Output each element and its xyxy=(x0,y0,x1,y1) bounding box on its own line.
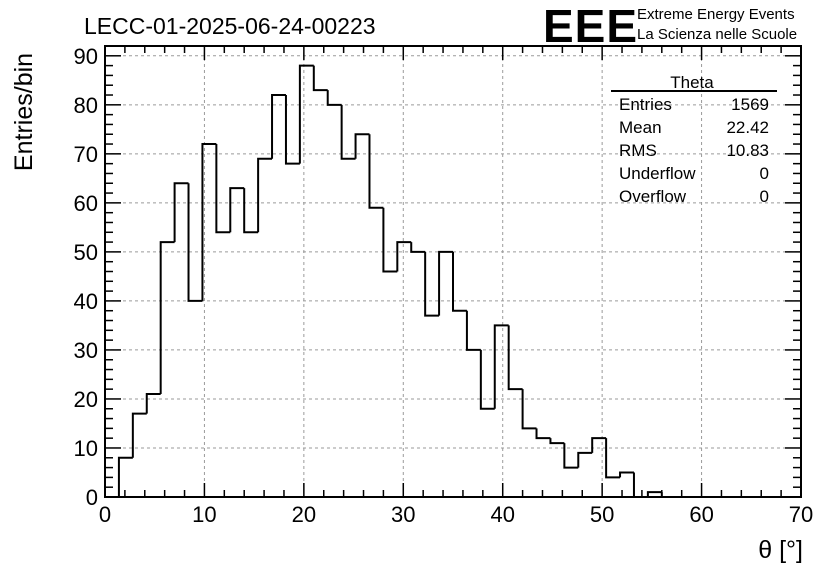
histogram-bin xyxy=(229,187,245,233)
histogram-bin xyxy=(382,207,398,273)
x-tick-label: 40 xyxy=(490,502,514,527)
stats-value: 22.42 xyxy=(726,118,769,137)
histogram-bin xyxy=(173,182,189,243)
y-tick-label: 10 xyxy=(74,436,98,461)
histogram-bin xyxy=(131,412,147,458)
histogram-bins xyxy=(105,64,801,498)
histogram-bin xyxy=(493,324,509,409)
histogram-bin xyxy=(257,157,273,233)
histogram-bin xyxy=(326,90,342,106)
axis-ticks xyxy=(104,45,802,498)
eee-logo-mark: EEE xyxy=(543,0,638,52)
x-axis-label: θ [°] xyxy=(758,536,803,564)
histogram-bin xyxy=(243,188,259,234)
histogram-bin xyxy=(479,349,495,410)
stats-title: Theta xyxy=(670,73,714,92)
histogram-bin xyxy=(591,437,607,453)
stats-rows: Entries 1569 Mean 22.42 RMS 10.83 Underflow 0 Ov… xyxy=(619,95,769,206)
histogram-bin xyxy=(159,241,175,395)
histogram-bin xyxy=(535,428,551,440)
x-tick-label: 60 xyxy=(689,502,713,527)
histogram-bin xyxy=(605,438,621,479)
histogram-bin xyxy=(452,251,467,312)
chart-title: LECC-01-2025-06-24-00223 xyxy=(84,13,376,39)
stats-label: RMS xyxy=(619,141,657,160)
histogram-bin xyxy=(549,438,565,445)
x-tick-label: 50 xyxy=(590,502,614,527)
stats-label: Overflow xyxy=(619,187,687,206)
histogram-bin xyxy=(187,183,203,302)
histogram-bin xyxy=(577,451,593,468)
histogram-bin xyxy=(117,456,133,497)
x-tick-label: 10 xyxy=(192,502,216,527)
histogram-bin xyxy=(271,94,286,159)
histogram-bin xyxy=(284,95,300,165)
logo-line-2: La Scienza nelle Scuole xyxy=(637,26,797,43)
x-tick-label: 20 xyxy=(292,502,316,527)
x-tick-label: 0 xyxy=(99,502,111,527)
stats-value: 0 xyxy=(760,164,769,183)
y-tick-label: 20 xyxy=(74,387,98,412)
y-tick-label: 50 xyxy=(74,240,98,265)
stats-value: 0 xyxy=(760,187,769,206)
y-tick-label: 70 xyxy=(74,142,98,167)
histogram-bin xyxy=(368,134,384,209)
y-tick-label: 80 xyxy=(74,93,98,118)
stats-box: Theta Entries 1569 Mean 22.42 RMS 10.83 Underf… xyxy=(611,73,777,206)
histogram-bin xyxy=(215,144,231,234)
histogram-bin xyxy=(340,104,356,160)
stats-label: Mean xyxy=(619,118,662,137)
x-tick-labels: 0 10 20 30 40 50 60 70 xyxy=(99,502,813,527)
x-tick-label: 70 xyxy=(789,502,813,527)
y-tick-label: 60 xyxy=(74,191,98,216)
histogram-bin xyxy=(507,325,523,391)
eee-logo: EEE Extreme Energy Events La Scienza nel… xyxy=(543,0,797,52)
histogram-bin xyxy=(396,241,412,272)
histogram-bin xyxy=(619,471,634,478)
histogram-bin xyxy=(563,443,579,469)
histogram-bin xyxy=(632,472,648,498)
histogram-bin xyxy=(354,133,370,159)
histogram-bin xyxy=(410,242,426,253)
y-tick-label: 90 xyxy=(74,44,98,69)
y-tick-label: 0 xyxy=(86,485,98,510)
histogram-bin xyxy=(312,65,328,92)
stats-value: 1569 xyxy=(731,95,769,114)
histogram-bin xyxy=(424,251,440,317)
y-tick-label: 30 xyxy=(74,338,98,363)
logo-line-1: Extreme Energy Events xyxy=(637,6,795,23)
histogram-bin xyxy=(646,491,662,497)
stats-label: Entries xyxy=(619,95,672,114)
histogram-bin xyxy=(145,393,161,414)
histogram-bin xyxy=(521,389,537,430)
histogram-bin xyxy=(465,310,481,351)
stats-value: 10.83 xyxy=(726,141,769,160)
histogram-bin xyxy=(438,250,453,316)
y-tick-labels: 0 10 20 30 40 50 60 70 80 90 xyxy=(74,44,98,510)
x-tick-label: 30 xyxy=(391,502,415,527)
y-tick-label: 40 xyxy=(74,289,98,314)
histogram-bin xyxy=(298,64,314,164)
stats-label: Underflow xyxy=(619,164,696,183)
histogram-bin xyxy=(201,143,217,301)
y-axis-label: Entries/bin xyxy=(10,53,38,171)
